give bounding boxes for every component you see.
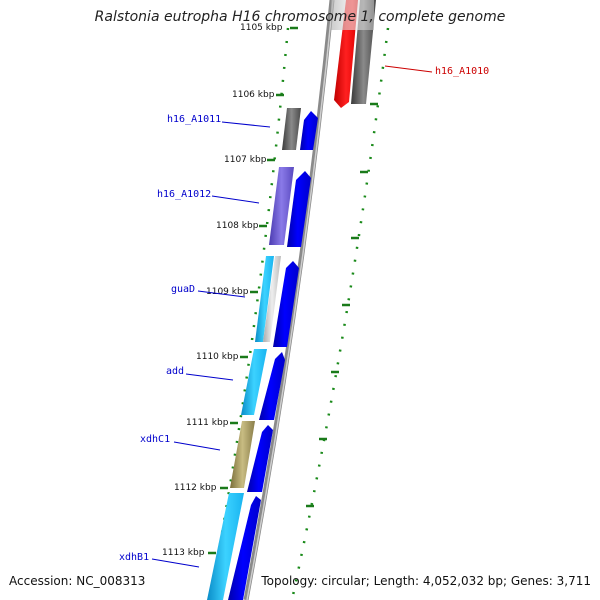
gene-label-h16-A1011[interactable]: h16_A1011 — [167, 114, 221, 125]
tick-label: 1108 kbp — [216, 221, 259, 231]
gene-label-add[interactable]: add — [166, 366, 184, 377]
gene-xdhC1[interactable] — [247, 425, 273, 492]
gene-label-h16-A1010[interactable]: h16_A1010 — [435, 66, 489, 77]
callout-line — [221, 121, 271, 128]
gene-add-cyan[interactable] — [241, 349, 267, 415]
gene-h16-A1011-gray[interactable] — [282, 108, 301, 150]
gene-xdhB1[interactable] — [228, 496, 261, 600]
gene-gray-top-outer[interactable] — [331, 0, 374, 30]
chromosome-backbone-highlight — [246, 0, 334, 600]
gene-guaD-cyan[interactable] — [255, 256, 274, 342]
callout-line — [384, 65, 433, 73]
gene-xdhC1-olive[interactable] — [230, 421, 255, 488]
gene-h16-A1012[interactable] — [287, 171, 311, 247]
callout-line — [211, 195, 260, 204]
tick-label: 1109 kbp — [206, 287, 249, 297]
gene-guaD-silver[interactable] — [263, 256, 281, 342]
gene-label-h16-A1012[interactable]: h16_A1012 — [157, 189, 211, 200]
tick-label: 1111 kbp — [186, 418, 229, 428]
outer-scale-ring — [290, 27, 390, 600]
gene-label-xdhC1[interactable]: xdhC1 — [140, 434, 170, 445]
callout-line — [197, 290, 246, 298]
callout-line — [173, 441, 221, 451]
genome-summary-text: Topology: circular; Length: 4,052,032 bp… — [261, 574, 591, 588]
tick-label: 1113 kbp — [162, 548, 205, 558]
tick-label: 1105 kbp — [240, 23, 283, 33]
gene-add[interactable] — [259, 352, 285, 420]
gene-xdhB1-cyan[interactable] — [207, 493, 244, 600]
callout-line — [185, 373, 234, 381]
accession-text: Accession: NC_008313 — [9, 574, 146, 588]
callout-line — [151, 558, 200, 568]
gene-h16-A1012-purple[interactable] — [269, 167, 294, 245]
gene-label-xdhB1[interactable]: xdhB1 — [119, 552, 149, 563]
major-ticks — [208, 26, 378, 555]
tick-label: 1106 kbp — [232, 90, 275, 100]
tick-label: 1110 kbp — [196, 352, 239, 362]
gene-label-guaD[interactable]: guaD — [171, 284, 195, 295]
chromosome-backbone — [243, 0, 335, 600]
gene-guaD[interactable] — [273, 261, 299, 347]
gene-h16-A1011[interactable] — [300, 111, 318, 150]
tick-label: 1107 kbp — [224, 155, 267, 165]
map-title: Ralstonia eutropha H16 chromosome 1, com… — [94, 9, 506, 25]
tick-label: 1112 kbp — [174, 483, 217, 493]
callout-lines — [151, 65, 433, 568]
